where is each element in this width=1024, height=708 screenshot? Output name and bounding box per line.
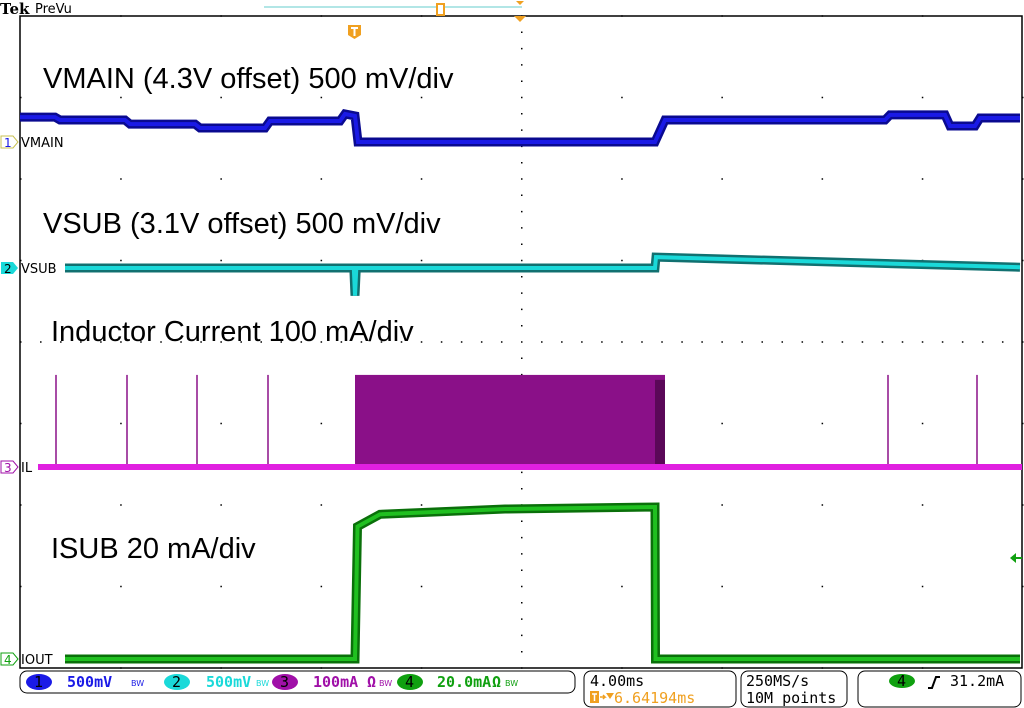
waveforms [20, 109, 1022, 664]
expansion-point-marker-top [516, 1, 524, 5]
rising-edge-icon [928, 676, 940, 689]
svg-text:1: 1 [4, 136, 12, 150]
ch2-ground-marker[interactable]: 2 [1, 262, 18, 276]
record-length: 10M points [746, 689, 836, 707]
svg-text:4: 4 [4, 653, 12, 667]
graticule-dots [20, 15, 1024, 669]
ch4-readout[interactable]: 4 20.0mA Ω BW [397, 673, 518, 691]
timebase-readout-box[interactable] [583, 670, 737, 708]
trigger-level-icon[interactable] [1010, 553, 1022, 563]
acquisition-mode: PreVu [35, 2, 72, 17]
svg-text:2: 2 [172, 673, 181, 691]
timebase-scale: 4.00ms [590, 672, 644, 690]
expansion-point-icon[interactable] [514, 16, 526, 22]
ohm-icon: Ω [492, 673, 501, 691]
ch3-label: IL [21, 461, 33, 476]
ohm-icon: Ω [367, 673, 376, 691]
bw-limit-icon: BW [505, 679, 518, 688]
svg-text:500mV: 500mV [67, 673, 112, 691]
annotation-isub: ISUB 20 mA/div [51, 533, 256, 565]
record-trigger-marker [436, 3, 445, 16]
ch1-readout[interactable]: 1 500mV BW [26, 673, 144, 691]
sample-rate: 250MS/s [746, 672, 809, 690]
annotation-vsub: VSUB (3.1V offset) 500 mV/div [43, 208, 441, 240]
svg-text:3: 3 [4, 461, 12, 475]
trace-iout-envelope [65, 502, 1020, 664]
trigger-source: 4 [897, 672, 906, 690]
annotation-inductor-current: Inductor Current 100 mA/div [51, 316, 414, 348]
svg-text:20.0mA: 20.0mA [437, 673, 491, 691]
acquisition-readout-box[interactable] [740, 670, 848, 708]
trace-iout [65, 504, 1020, 661]
ch4-label: IOUT [21, 653, 53, 668]
ch1-ground-marker[interactable]: 1 [0, 135, 19, 150]
trace-il-burst-tail [655, 379, 665, 467]
svg-text:3: 3 [280, 673, 289, 691]
svg-text:100mA: 100mA [313, 673, 358, 691]
ch3-readout[interactable]: 3 100mA Ω BW [272, 673, 392, 691]
trace-il-switching-burst [355, 374, 665, 467]
ch3-ground-marker[interactable]: 3 [0, 460, 19, 475]
svg-text:2: 2 [4, 262, 12, 276]
annotation-vmain: VMAIN (4.3V offset) 500 mV/div [43, 63, 454, 95]
svg-text:4: 4 [405, 673, 414, 691]
ch4-ground-marker[interactable]: 4 [0, 652, 19, 667]
ch2-readout[interactable]: 2 500mV BW [164, 673, 269, 691]
ch1-label: VMAIN [21, 136, 64, 151]
bw-limit-icon: BW [379, 679, 392, 688]
ch2-label: VSUB [21, 262, 57, 277]
bw-limit-icon: BW [131, 679, 144, 688]
trigger-delay-value: 6.64194ms [614, 689, 695, 707]
trigger-delay-icon [590, 691, 614, 703]
svg-text:500mV: 500mV [206, 673, 251, 691]
brand-logo: Tek [0, 0, 30, 18]
trace-vsub [65, 255, 1021, 296]
svg-text:1: 1 [34, 673, 43, 691]
trigger-level: 31.2mA [950, 672, 1004, 690]
trigger-source-badge [889, 674, 915, 688]
trigger-position-icon[interactable] [348, 25, 361, 39]
trace-vmain [20, 111, 1020, 144]
bw-limit-icon: BW [256, 679, 269, 688]
